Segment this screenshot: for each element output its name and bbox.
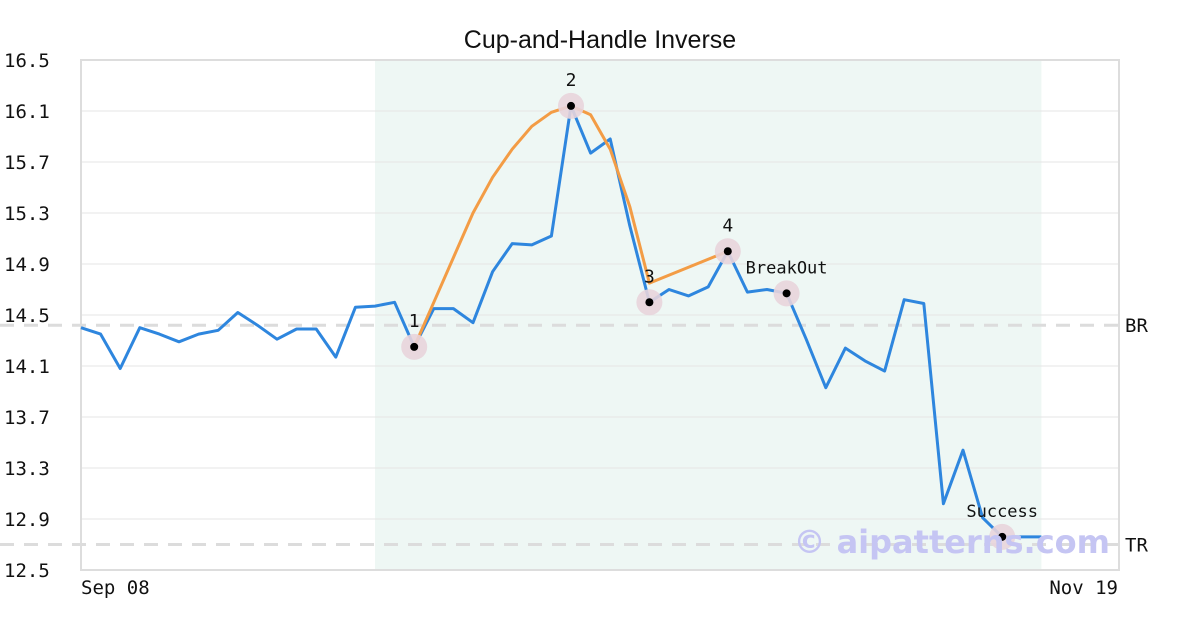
point-label: 3 [644, 266, 655, 287]
pattern-line [412, 104, 729, 348]
point-label: 1 [409, 311, 420, 332]
y-tick-label: 13.3 [4, 458, 50, 480]
plot-frame [80, 59, 1120, 571]
x-tick-label-start: Sep 08 [81, 577, 150, 599]
point-marker [567, 101, 575, 110]
point-marker [998, 532, 1007, 541]
y-tick-label: 14.9 [4, 254, 50, 276]
y-tick-label: 13.7 [4, 407, 50, 429]
point-marker [645, 298, 654, 307]
level-label: TR [1125, 535, 1148, 557]
point-marker [782, 289, 791, 298]
y-tick-label: 12.9 [4, 509, 50, 531]
point-marker [723, 247, 732, 256]
level-label: BR [1125, 315, 1148, 337]
x-tick-label-end: Nov 19 [1049, 577, 1118, 599]
y-tick-label: 16.1 [4, 101, 50, 123]
point-label: Success [966, 502, 1038, 522]
y-tick-label: 14.1 [4, 356, 50, 378]
watermark: © aipatterns.com [793, 523, 1110, 561]
point-label: 4 [722, 215, 733, 236]
y-tick-label: 16.5 [4, 50, 50, 72]
plot-area: 16.5 16.1 15.7 15.3 14.9 14.5 14.1 13.7 13.3 12.9… [0, 50, 1148, 582]
point-label: 2 [566, 70, 577, 91]
y-tick-label: 15.3 [4, 203, 50, 225]
price-line [80, 104, 1042, 539]
y-tick-label: 14.5 [4, 305, 50, 327]
chart-title: Cup-and-Handle Inverse [464, 26, 736, 54]
y-tick-label: 12.5 [4, 560, 50, 582]
y-tick-label: 15.7 [4, 152, 50, 174]
point-label: BreakOut [746, 258, 828, 278]
point-marker [410, 342, 419, 351]
